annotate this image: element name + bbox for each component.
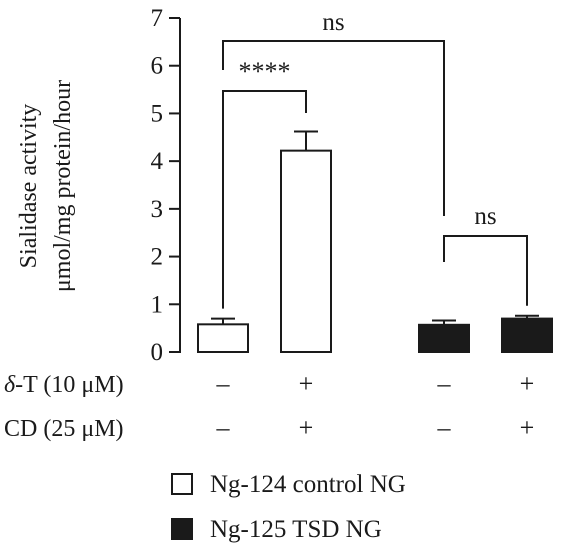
condition-symbol: + [299, 369, 314, 398]
condition-symbol: – [216, 369, 231, 398]
y-tick-label: 5 [151, 100, 164, 127]
condition-label-text: CD (25 μM) [4, 416, 124, 442]
condition-symbol: – [216, 413, 231, 442]
significance-bracket [222, 40, 445, 216]
y-tick-label: 0 [151, 339, 164, 366]
condition-symbol: + [520, 413, 535, 442]
y-tick-label: 1 [151, 291, 164, 318]
significance-label: ns [474, 203, 496, 230]
legend-swatch [171, 518, 193, 540]
y-tick-label: 3 [151, 196, 164, 223]
condition-symbol: – [437, 369, 452, 398]
y-tick-label: 7 [151, 5, 164, 32]
condition-label: CD (25 μM) [4, 416, 124, 442]
legend-swatch [171, 473, 193, 495]
condition-symbol: – [437, 413, 452, 442]
y-tick-label: 6 [151, 53, 164, 80]
bar [501, 317, 553, 354]
condition-label-text: -T (10 μM) [15, 372, 123, 398]
significance-bracket [222, 90, 307, 309]
y-axis-label-line1: Sialidase activity [16, 104, 42, 269]
y-axis-label-line2: μmol/mg protein/hour [50, 80, 76, 292]
condition-symbol: + [520, 369, 535, 398]
legend-label: Ng-125 TSD NG [210, 516, 382, 543]
bar [197, 323, 249, 353]
significance-label: **** [239, 57, 291, 86]
bar [280, 149, 332, 353]
y-tick-label: 2 [151, 244, 164, 271]
bar [418, 323, 470, 353]
y-tick-label: 4 [151, 148, 164, 175]
significance-bracket [443, 235, 528, 306]
condition-label: δ-T (10 μM) [4, 372, 124, 398]
legend-label: Ng-124 control NG [210, 471, 406, 498]
condition-label-prefix: δ [4, 372, 16, 398]
condition-symbol: + [299, 413, 314, 442]
significance-label: ns [322, 9, 344, 36]
